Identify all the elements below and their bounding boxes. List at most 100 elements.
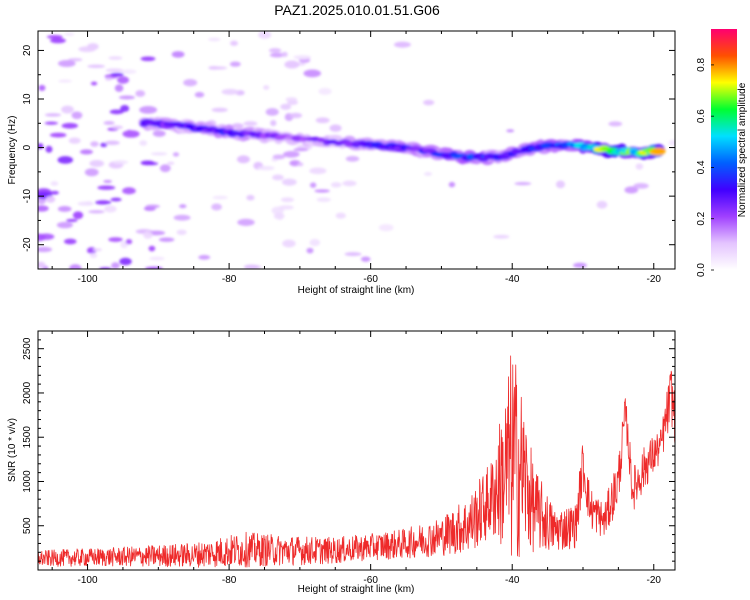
spectrogram-noise-cell: [342, 180, 357, 187]
spectrogram-noise-cell: [104, 205, 117, 213]
snr-y-tick-label: 2500: [22, 337, 33, 360]
spectrogram-noise-cell: [297, 162, 304, 167]
spectrogram-noise-cell: [125, 129, 133, 138]
spectrogram-noise-cell: [422, 99, 435, 106]
spectrogram-noise-cell: [198, 255, 211, 260]
spectrogram-y-tick-label: 0: [22, 144, 33, 150]
spectrogram-noise-cell: [110, 72, 124, 77]
spectrogram-noise-cell: [243, 264, 259, 269]
spectrogram-noise-cell: [493, 234, 510, 239]
spectrogram-noise-cell: [514, 182, 532, 186]
spectrogram-noise-cell: [45, 195, 56, 203]
snr-y-tick-label: 1000: [22, 470, 33, 493]
spectrogram-noise-cell: [94, 200, 112, 205]
spectrogram-noise-cell: [92, 248, 102, 252]
spectrogram-noise-cell: [306, 247, 314, 254]
spectrogram-noise-cell: [283, 151, 300, 158]
snr-x-ticks: -100 -80 -60 -40 -20: [51, 331, 661, 586]
spectrogram-noise-cell: [309, 182, 317, 188]
spectrogram-noise-cell: [118, 95, 135, 100]
spectrogram-noise-cell: [57, 206, 72, 212]
spectrogram-noise-cell: [315, 117, 330, 124]
spectrogram-noise-cell: [506, 129, 515, 133]
spectrogram-y-tick-label: 10: [22, 93, 33, 105]
spectrogram-noise-cell: [58, 79, 72, 83]
spectrogram-noise-cell: [90, 81, 98, 86]
snr-frame: [37, 330, 676, 571]
spectrogram-noise-cell: [309, 167, 327, 175]
spectrogram-noise-cell: [573, 262, 587, 268]
spectrogram-noise-cell: [159, 164, 171, 173]
spectrogram-noise-cell: [246, 194, 255, 201]
spectrogram-noise-cell: [44, 113, 62, 117]
spectrogram-noise-cell: [167, 161, 175, 165]
page-title: PAZ1.2025.010.01.51.G06: [274, 2, 440, 18]
spectrogram-noise-cell: [68, 137, 81, 144]
spectrogram-noise-cell: [38, 84, 46, 91]
spectrogram-noise-cell: [143, 231, 153, 239]
spectrogram-x-tick-label: -60: [363, 274, 378, 285]
spectrogram-ridge-cell: [652, 147, 666, 154]
snr-plot-area: [38, 331, 675, 570]
snr-x-tick-label: -80: [222, 575, 237, 586]
spectrogram-noise-cell: [110, 197, 122, 202]
spectrogram-noise-cell: [237, 218, 255, 226]
spectrogram-noise-cell: [360, 256, 371, 262]
spectrogram-noise-cell: [111, 125, 124, 130]
spectrogram-noise-cell: [230, 40, 238, 46]
spectrogram-noise-cell: [69, 264, 82, 269]
spectrogram-noise-cell: [38, 246, 53, 253]
spectrogram-noise-cell: [318, 87, 332, 95]
spectrogram-x-tick-label: -20: [647, 274, 662, 285]
spectrogram-noise-cell: [38, 233, 46, 242]
spectrogram-noise-cell: [66, 218, 78, 223]
spectrogram-noise-cell: [64, 238, 77, 245]
spectrogram-noise-cell: [284, 60, 300, 69]
spectrogram-noise-cell: [57, 60, 76, 67]
snr-x-tick-label: -40: [505, 575, 520, 586]
spectrogram-noise-cell: [139, 140, 148, 146]
spectrogram-noise-cell: [172, 152, 180, 157]
spectrogram-noise-cell: [109, 109, 124, 115]
spectrogram-noise-cell: [50, 37, 66, 44]
spectrogram-noise-cell: [635, 163, 644, 170]
spectrogram-noise-cell: [212, 195, 228, 200]
spectrogram-noise-cell: [122, 187, 136, 195]
spectrogram-noise-cell: [208, 65, 219, 70]
spectrogram-noise-cell: [89, 159, 105, 168]
spectrogram-noise-cell: [555, 180, 565, 189]
spectrogram-y-axis-label: Frequency (Hz): [7, 116, 18, 185]
spectrogram-noise-cell: [77, 201, 95, 206]
snr-y-tick-label: 1500: [22, 426, 33, 449]
spectrogram-noise-cell: [194, 91, 205, 98]
spectrogram-noise-cell: [103, 179, 113, 183]
spectrogram-noise-cell: [236, 155, 250, 164]
spectrogram-noise-cell: [316, 197, 331, 202]
spectrogram-noise-cell: [105, 77, 113, 81]
spectrogram-noise-cell: [394, 41, 411, 48]
spectrogram-noise-cell: [293, 147, 309, 152]
spectrogram-noise-cell: [100, 142, 108, 148]
spectrogram-noise-cell: [278, 205, 294, 210]
spectrogram-noise-cell: [208, 37, 221, 42]
spectrogram-noise-cell: [231, 123, 244, 129]
spectrogram-noise-cell: [303, 69, 322, 78]
colorbar-tick-label: 0.6: [696, 109, 707, 123]
colorbar: 0.0 0.2 0.4 0.6 0.8 Normalized spectral ampl…: [696, 29, 748, 277]
spectrogram-noise-cell: [50, 190, 59, 195]
spectrogram-noise-cell: [97, 185, 116, 190]
spectrogram-noise-cell: [56, 221, 74, 229]
spectrogram-noise-cell: [117, 76, 130, 84]
spectrogram-noise-cell: [87, 64, 105, 69]
spectrogram-noise-cell: [183, 79, 198, 87]
spectrogram-noise-cell: [221, 88, 239, 95]
spectrogram-noise-cell: [46, 35, 63, 39]
spectrogram-noise-cell: [596, 200, 608, 209]
spectrogram-heatmap: [38, 31, 675, 269]
colorbar-ticks: 0.0 0.2 0.4 0.6 0.8: [696, 58, 714, 277]
spectrogram-noise-cell: [150, 152, 168, 156]
spectrogram-noise-cell: [211, 107, 228, 113]
spectrogram-noise-cell: [84, 168, 99, 177]
spectrogram-noise-cell: [145, 204, 160, 209]
